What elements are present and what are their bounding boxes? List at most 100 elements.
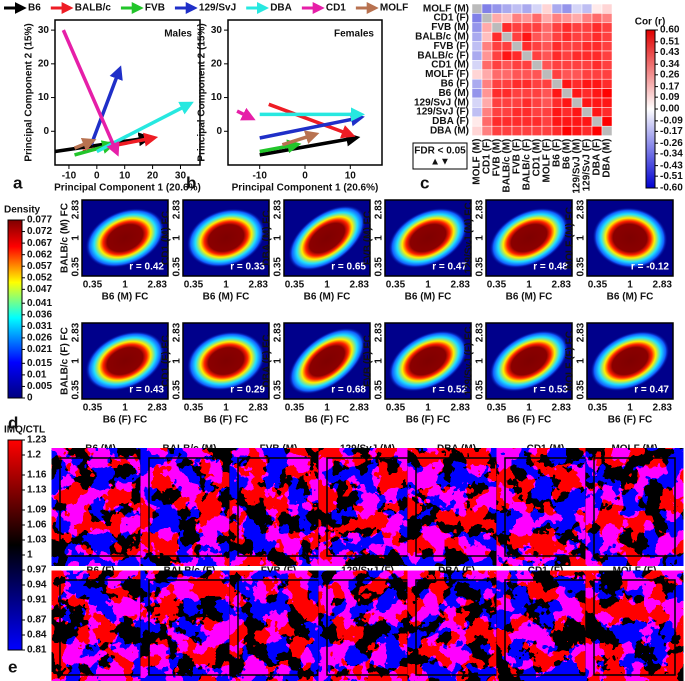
cor-cell <box>521 69 533 80</box>
arrow <box>73 138 97 152</box>
cor-cell <box>491 41 503 52</box>
cor-cell <box>541 60 553 71</box>
legend-label: DBA <box>270 3 292 14</box>
cor-cell <box>471 13 483 24</box>
cor-cell <box>591 69 603 80</box>
cor-cell <box>581 3 593 14</box>
y-axis-label: CD1 (M) FC <box>161 211 172 265</box>
map-title: MOLF (F) <box>613 566 657 577</box>
x-axis-label: B6 (M) FC <box>102 292 149 303</box>
map-image <box>416 458 497 556</box>
panel-letter: d <box>8 413 18 432</box>
cor-cell <box>581 41 593 52</box>
cor-cell <box>521 116 533 127</box>
cor-cell <box>511 50 523 61</box>
cor-cell <box>591 13 603 24</box>
cor-cell <box>521 22 533 33</box>
y-axis-label: 129/SvJ (M) FC <box>464 202 475 273</box>
arrow <box>61 29 120 157</box>
cor-cell <box>521 3 533 14</box>
cor-cell <box>511 78 523 89</box>
colorbar-tick-label: 0.84 <box>27 630 47 641</box>
row-label: BALB/c (M) <box>415 32 469 43</box>
cor-cell <box>511 69 523 80</box>
colorbar-tick-label: -0.09 <box>660 115 683 126</box>
cor-cell <box>561 125 573 136</box>
cor-cell <box>521 31 533 42</box>
legend-label: FVB <box>145 3 165 14</box>
cor-cell <box>601 78 613 89</box>
colorbar-tick-label: 0.00 <box>660 104 680 115</box>
map-title: B6 (M) <box>85 444 116 455</box>
cor-cell <box>501 50 513 61</box>
panel-letter: c <box>420 173 429 192</box>
density-blob <box>288 205 366 271</box>
cor-cell <box>541 88 553 99</box>
cor-cell <box>501 22 513 33</box>
y-tick-label: 2.83 <box>71 199 82 219</box>
legend-label: CD1 <box>326 3 346 14</box>
cor-cell <box>531 13 543 24</box>
cor-cell <box>531 116 543 127</box>
cor-cell <box>471 41 483 52</box>
x-tick-label: 1 <box>627 403 633 414</box>
diag-cell <box>581 107 593 118</box>
y-tick-label: 1 <box>475 235 486 241</box>
cor-cell <box>601 60 613 71</box>
cor-cell <box>551 69 563 80</box>
x-tick-label: 2.83 <box>148 403 168 414</box>
cor-cell <box>561 78 573 89</box>
cor-cell <box>551 88 563 99</box>
y-tick-label: 1 <box>172 235 183 241</box>
y-tick-label: 2.83 <box>71 322 82 342</box>
colorbar-tick-label: 0.077 <box>27 215 52 226</box>
colorbar-tick-label: 1.23 <box>27 435 47 446</box>
fdr-label: FDR < 0.05 <box>414 146 466 157</box>
y-axis-label: Principal Component 2 (15%) <box>24 23 35 161</box>
cor-cell <box>511 3 523 14</box>
cor-cell <box>501 88 513 99</box>
y-tick-label: 0 <box>43 126 49 137</box>
y-tick-label: 0.35 <box>374 380 385 400</box>
cor-cell <box>531 97 543 108</box>
y-axis-label: FVB (M) FC <box>363 211 374 265</box>
col-label: MOLF (M) <box>472 139 483 185</box>
col-label: 129/SvJ (F) <box>582 139 593 192</box>
cor-cell <box>511 97 523 108</box>
map-title: DBA (M) <box>437 444 476 455</box>
map-title: MOLF (M) <box>611 444 657 455</box>
x-tick-label: 1 <box>122 280 128 291</box>
colorbar-tick-label: 0.057 <box>27 261 52 272</box>
cor-cell <box>591 88 603 99</box>
density-blob <box>388 330 468 392</box>
x-tick-label: -10 <box>62 171 77 182</box>
y-tick-label: 10 <box>38 92 50 103</box>
diag-cell <box>561 88 573 99</box>
cor-cell <box>491 116 503 127</box>
colorbar-tick-label: 0.067 <box>27 238 52 249</box>
cor-cell <box>561 60 573 71</box>
y-tick-label: 1 <box>374 358 385 364</box>
cor-cell <box>591 41 603 52</box>
cor-cell <box>491 13 503 24</box>
map-image <box>238 580 319 675</box>
x-tick-label: 10 <box>345 171 357 182</box>
y-tick-label: 0.35 <box>172 380 183 400</box>
colorbar-tick-label: 0.041 <box>27 298 52 309</box>
diag-cell <box>481 13 493 24</box>
y-tick-label: 0.35 <box>576 380 587 400</box>
cor-cell <box>471 60 483 71</box>
colorbar-tick-label: 0.052 <box>27 272 52 283</box>
legend-label: B6 <box>28 3 41 14</box>
colorbar-tick-label: -0.43 <box>660 160 683 171</box>
cor-cell <box>521 97 533 108</box>
colorbar-tick-label: -0.60 <box>660 183 683 194</box>
cor-cell <box>531 3 543 14</box>
cor-cell <box>491 125 503 136</box>
panel-title: Males <box>164 29 192 40</box>
cor-cell <box>501 69 513 80</box>
x-tick-label: 1 <box>425 403 431 414</box>
map-title: FVB (F) <box>261 566 297 577</box>
y-tick-label: 0.35 <box>576 257 587 277</box>
cor-cell <box>501 125 513 136</box>
